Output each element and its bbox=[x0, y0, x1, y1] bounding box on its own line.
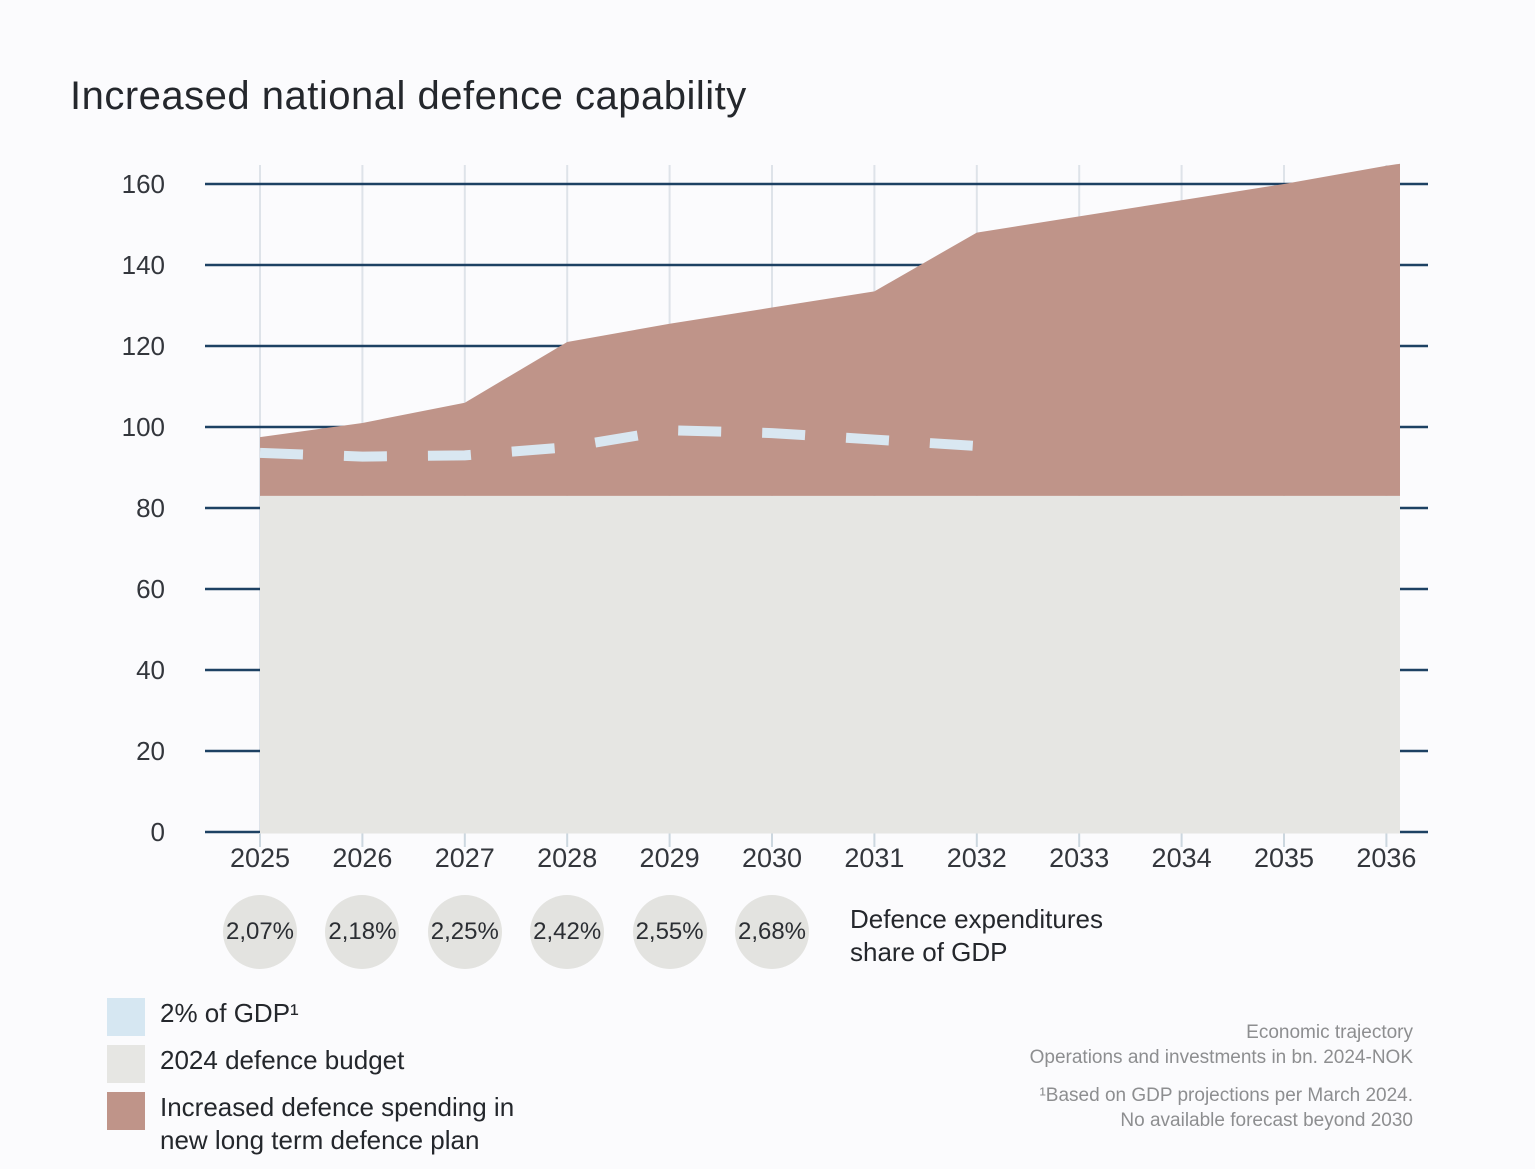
y-axis-label: 140 bbox=[121, 250, 165, 280]
x-axis-tick-label: 2027 bbox=[434, 843, 495, 873]
y-axis-label: 20 bbox=[136, 736, 165, 766]
gdp-share-badge: 2,25% bbox=[427, 895, 502, 969]
chart-title: Increased national defence capability bbox=[70, 74, 747, 118]
legend-swatch-increased-spending-icon bbox=[107, 1092, 145, 1130]
x-axis-tick-label: 2031 bbox=[844, 843, 905, 873]
x-axis-tick-label: 2028 bbox=[537, 843, 598, 873]
gdp-share-badge: 2,68% bbox=[735, 895, 809, 969]
gdp-2-percent-line bbox=[259, 425, 978, 462]
footnote-line2: No available forecast beyond 2030 bbox=[1120, 1110, 1413, 1131]
y-axis-label: 100 bbox=[121, 412, 165, 442]
x-axis-tick-label: 2030 bbox=[741, 843, 803, 873]
legend-item-increased-spending: Increased defence spending in new long t… bbox=[107, 1091, 514, 1157]
gdp-share-badge: 2,42% bbox=[530, 895, 605, 969]
gdp-share-caption: Defence expenditures share of GDP bbox=[850, 903, 1103, 969]
legend-swatch-2024-budget-icon bbox=[107, 1045, 145, 1083]
x-axis-tick-label: 2035 bbox=[1253, 843, 1315, 873]
gdp-share-caption-line2: share of GDP bbox=[850, 937, 1008, 967]
gdp-share-caption-line1: Defence expenditures bbox=[850, 904, 1103, 934]
source-note: Economic trajectory Operations and inves… bbox=[1030, 1020, 1413, 1070]
x-axis-tick-label: 2034 bbox=[1151, 843, 1212, 873]
legend-swatch-2-percent-gdp-icon bbox=[107, 998, 145, 1036]
legend-label-increased-spending-line2: new long term defence plan bbox=[160, 1125, 480, 1155]
y-axis-label: 60 bbox=[136, 574, 165, 604]
legend-item-2-percent-gdp: 2% of GDP¹ bbox=[107, 997, 514, 1036]
legend-item-2024-budget: 2024 defence budget bbox=[107, 1044, 514, 1083]
y-axis-label: 0 bbox=[150, 817, 165, 847]
budget-area bbox=[260, 495, 1400, 834]
increase-area bbox=[260, 163, 1400, 496]
legend-label-2024-budget: 2024 defence budget bbox=[160, 1045, 405, 1075]
x-axis-tick-label: 2033 bbox=[1049, 843, 1110, 873]
source-note-line1: Economic trajectory bbox=[1246, 1022, 1413, 1043]
footnote-line1: ¹Based on GDP projections per March 2024… bbox=[1039, 1085, 1413, 1106]
legend-label-increased-spending-line1: Increased defence spending in bbox=[160, 1092, 515, 1122]
x-axis-tick-label: 2029 bbox=[639, 843, 700, 873]
legend: 2% of GDP¹ 2024 defence budget Increased… bbox=[107, 997, 514, 1166]
y-axis-label: 120 bbox=[121, 331, 165, 361]
source-note-line2: Operations and investments in bn. 2024-N… bbox=[1029, 1047, 1413, 1068]
gdp-share-badge: 2,55% bbox=[632, 895, 707, 969]
legend-label-increased-spending: Increased defence spending in new long t… bbox=[160, 1091, 514, 1157]
y-axis-label: 160 bbox=[121, 169, 165, 199]
x-axis-tick-label: 2026 bbox=[332, 843, 393, 873]
x-axis-tick-label: 2036 bbox=[1356, 843, 1417, 873]
legend-label-2-percent-gdp: 2% of GDP¹ bbox=[160, 998, 299, 1028]
x-axis-tick-label: 2032 bbox=[946, 843, 1007, 873]
gdp-share-badge: 2,07% bbox=[223, 895, 297, 969]
y-axis-label: 80 bbox=[136, 493, 165, 523]
y-axis-label: 40 bbox=[136, 655, 165, 685]
gdp-share-badge: 2,18% bbox=[325, 895, 400, 969]
x-axis-tick-label: 2025 bbox=[229, 843, 291, 873]
footnote: ¹Based on GDP projections per March 2024… bbox=[1039, 1083, 1413, 1133]
